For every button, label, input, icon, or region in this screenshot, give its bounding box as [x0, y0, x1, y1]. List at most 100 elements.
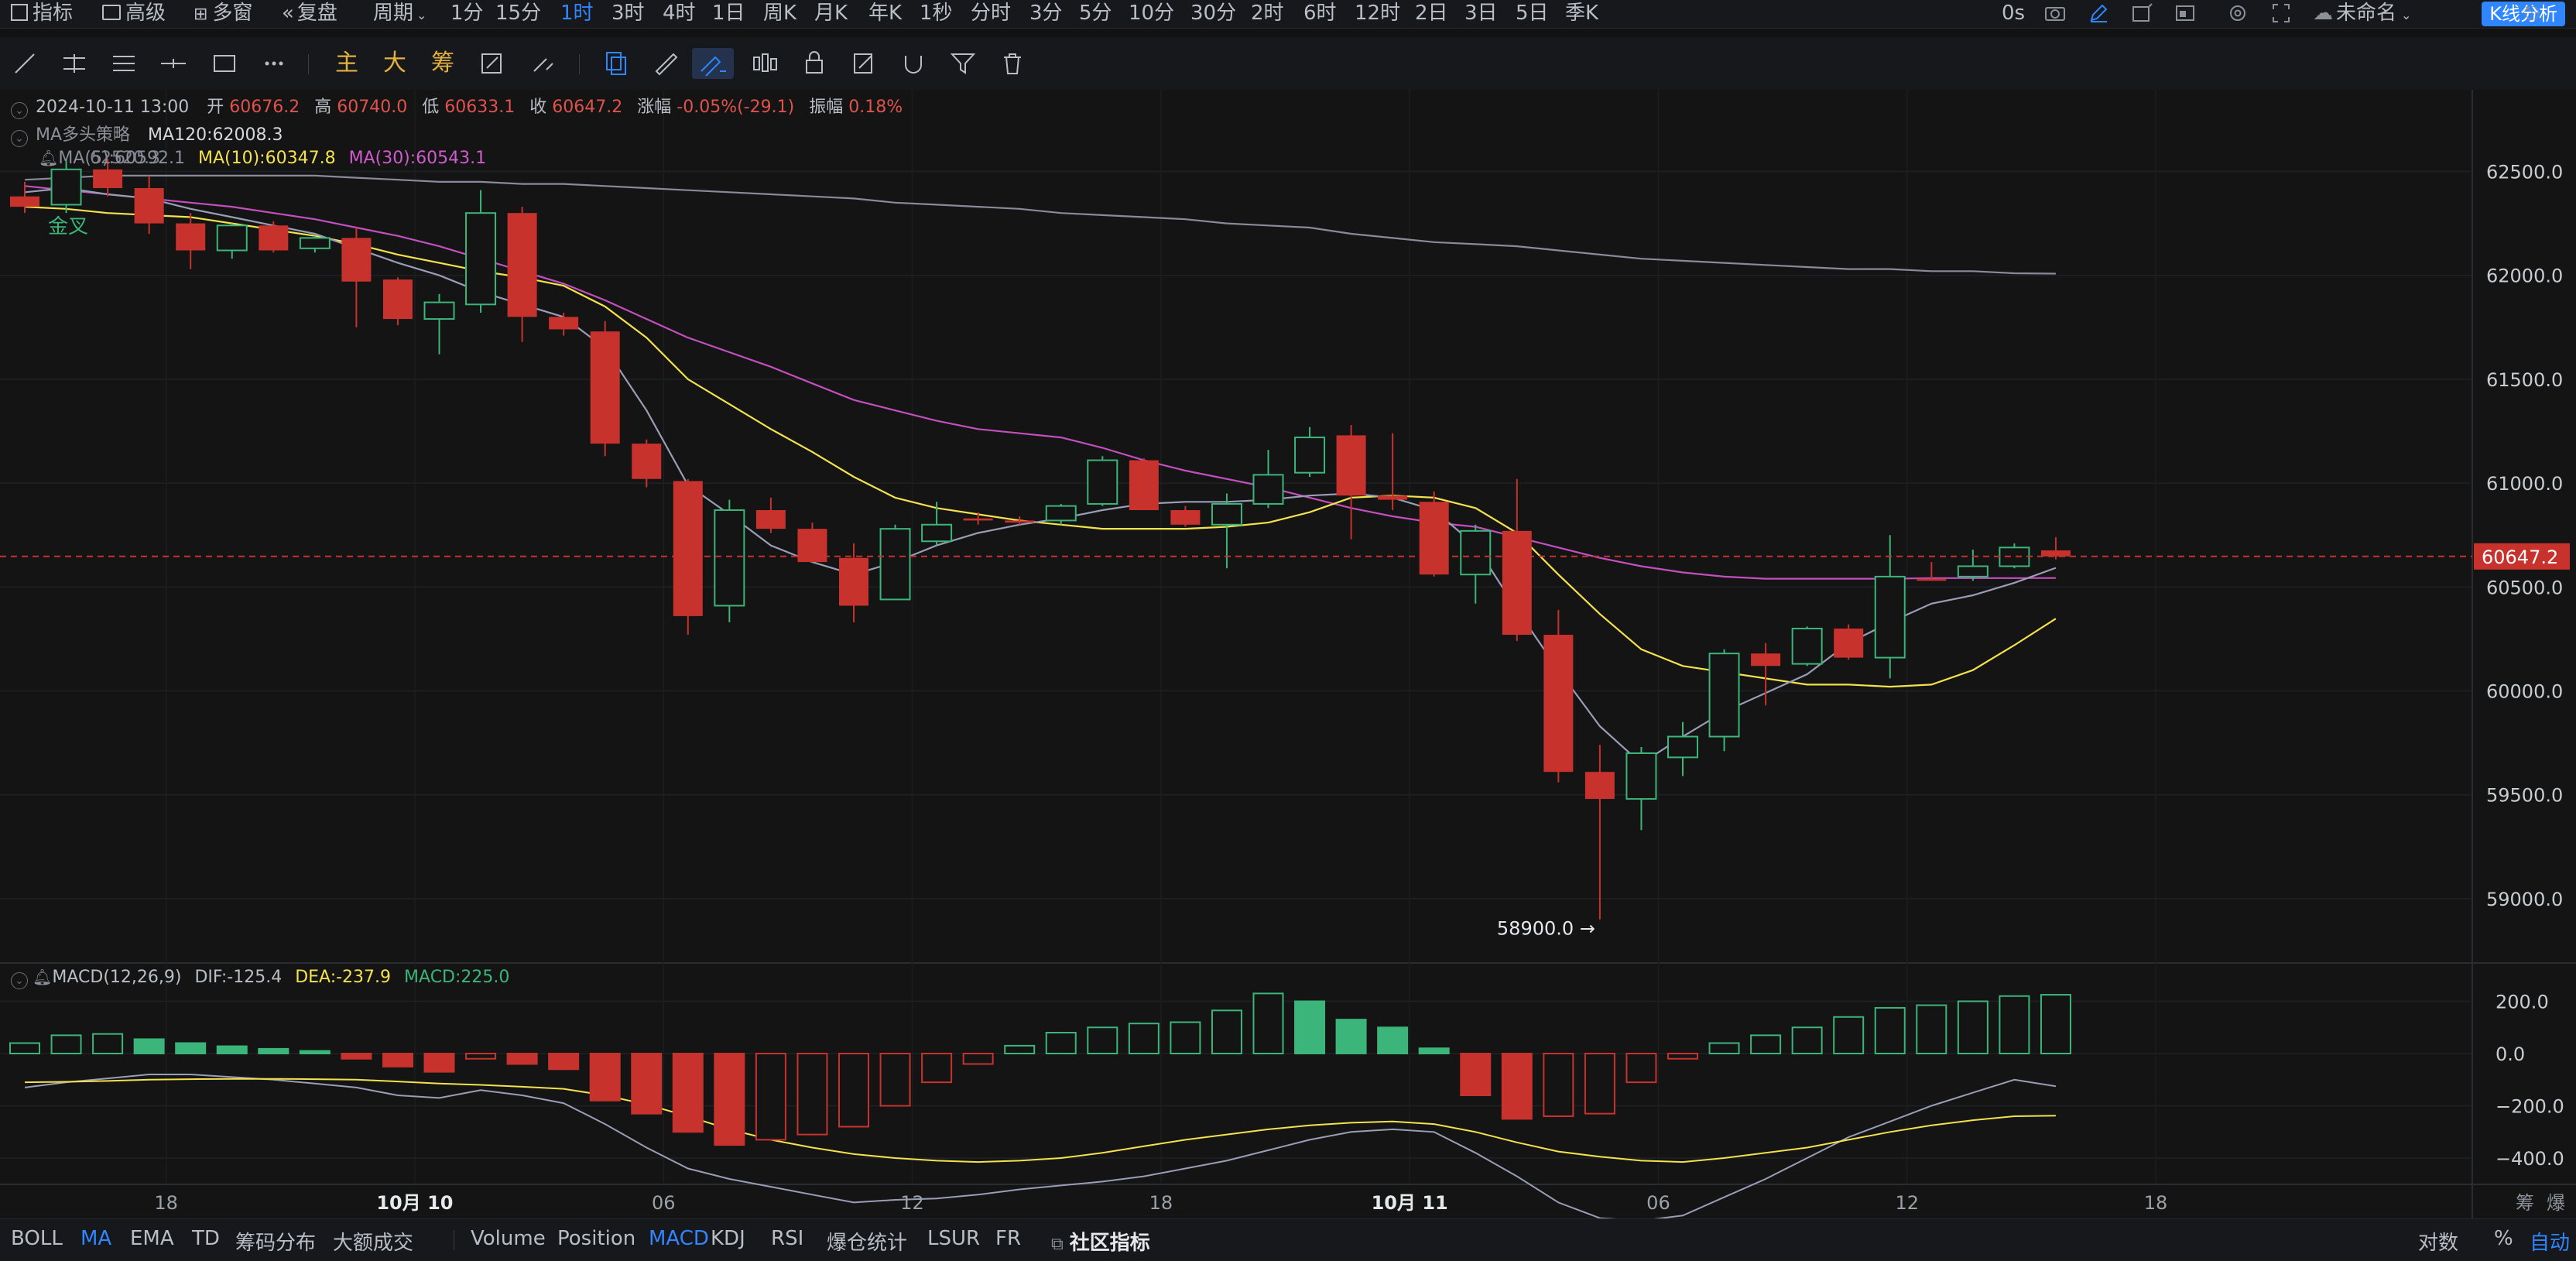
sub-indicator-0[interactable]: Volume [471, 1227, 546, 1250]
trend-line-icon[interactable] [9, 48, 40, 79]
main-indicator-5[interactable]: 大额成交 [333, 1232, 414, 1255]
interval-7[interactable]: 月K [814, 2, 848, 25]
macd-bar [216, 1045, 248, 1055]
rectangle-icon[interactable] [209, 48, 240, 79]
kline-analysis-button[interactable]: K线分析 [2482, 2, 2565, 26]
candle-body [921, 523, 953, 543]
external-link-icon: ⧉ [1051, 1235, 1064, 1254]
price-tick-label: 62000.0 [2486, 266, 2563, 287]
interval-9[interactable]: 1秒 [920, 2, 953, 25]
sub-indicator-2[interactable]: MACD [649, 1227, 709, 1250]
sub-indicator-7[interactable]: FR [995, 1227, 1022, 1250]
macd-bar [1833, 1016, 1865, 1054]
ma10-value: MA(10):60347.8 [197, 149, 336, 168]
candlestick-chart[interactable]: 62500.0 62000.0 61500.0 61000.0 60500.0 60000… [0, 90, 2576, 1218]
sub-indicator-4[interactable]: RSI [771, 1227, 804, 1250]
interval-1[interactable]: 15分 [495, 2, 542, 25]
copy-layers-icon[interactable] [601, 48, 632, 79]
note-icon[interactable] [848, 48, 879, 79]
share-icon[interactable]: ⎋ [2525, 2, 2540, 24]
more-icon[interactable] [259, 48, 289, 79]
candle-body [465, 212, 497, 306]
advanced-menu[interactable]: 高级 [102, 0, 166, 28]
main-indicator-0[interactable]: BOLL [11, 1227, 63, 1250]
scale-option-0[interactable]: 对数 [2418, 1232, 2459, 1255]
explode-corner-label[interactable]: 爆 [2547, 1192, 2565, 1214]
main-indicator-toggle[interactable]: 主 [335, 50, 358, 77]
edit-pen-icon[interactable] [2087, 0, 2110, 28]
magic-line-icon[interactable] [528, 48, 559, 79]
replay-menu[interactable]: «复盘 [282, 0, 337, 28]
lock-icon[interactable] [799, 48, 830, 79]
gear-icon[interactable] [2226, 0, 2249, 28]
interval-13[interactable]: 10分 [1129, 2, 1175, 25]
sub-indicator-1[interactable]: Position [557, 1227, 636, 1250]
interval-18[interactable]: 2日 [1415, 2, 1448, 25]
candle-body [176, 223, 206, 251]
template-icon[interactable] [2174, 0, 2197, 28]
scale-option-2[interactable]: 自动 [2530, 1232, 2571, 1255]
auto-draw-icon[interactable] [477, 48, 508, 79]
horizontal-line-icon[interactable] [158, 48, 189, 79]
interval-6[interactable]: 周K [763, 2, 797, 25]
interval-3[interactable]: 3时 [611, 2, 645, 25]
channel-icon[interactable] [108, 48, 139, 79]
candle-body [1045, 505, 1077, 522]
magnet-icon[interactable] [898, 48, 929, 79]
interval-17[interactable]: 12时 [1355, 2, 1401, 25]
trash-icon[interactable] [997, 48, 1028, 79]
parallel-lines-icon[interactable] [59, 48, 90, 79]
candle-body [1751, 653, 1781, 666]
macd-bar [1294, 1000, 1326, 1054]
interval-15[interactable]: 2时 [1251, 2, 1284, 25]
big-order-toggle[interactable]: 大 [383, 50, 406, 77]
fullscreen-icon[interactable] [2269, 0, 2293, 28]
interval-16[interactable]: 6时 [1303, 2, 1337, 25]
interval-10[interactable]: 分时 [971, 2, 1012, 25]
main-indicator-2[interactable]: EMA [130, 1227, 174, 1250]
main-indicator-4[interactable]: 筹码分布 [235, 1232, 317, 1255]
interval-4[interactable]: 4时 [663, 2, 696, 25]
legend-close: 60647.2 [552, 98, 623, 117]
chart-settings-icon[interactable] [2130, 0, 2153, 28]
candle-body [259, 225, 289, 251]
cloud-icon: ☁ [2313, 2, 2333, 25]
community-indicators[interactable]: ⧉ 社区指标 [1051, 1227, 1150, 1256]
period-menu[interactable]: 周期 ⌄ [373, 0, 426, 28]
interval-11[interactable]: 3分 [1029, 2, 1063, 25]
camera-icon[interactable] [2043, 0, 2067, 28]
interval-2[interactable]: 1时 [560, 2, 594, 25]
cloud-layout[interactable]: ☁ 未命名 ⌄ [2313, 0, 2411, 28]
chevron-down-icon: ⌄ [416, 8, 427, 22]
collapse-icon[interactable]: ⌄ [11, 972, 28, 989]
multiwindow-menu[interactable]: ⊞ 多窗 [194, 0, 252, 28]
interval-12[interactable]: 5分 [1079, 2, 1112, 25]
brush-icon[interactable] [692, 48, 734, 79]
interval-21[interactable]: 季K [1565, 2, 1599, 25]
sub-indicator-6[interactable]: LSUR [927, 1227, 981, 1250]
collapse-icon[interactable]: ⌄ [11, 130, 28, 147]
interval-0[interactable]: 1分 [450, 2, 484, 25]
bell-icon[interactable]: 🔔︎ [39, 149, 59, 167]
bell-icon[interactable]: 🔔︎ [33, 968, 53, 986]
candle-body [1667, 735, 1698, 759]
interval-8[interactable]: 年K [868, 2, 903, 25]
scale-option-1[interactable]: % [2494, 1227, 2513, 1250]
indicators-menu[interactable]: 指标 [11, 0, 73, 28]
interval-5[interactable]: 1日 [712, 2, 745, 25]
main-indicator-3[interactable]: TD [192, 1227, 220, 1250]
collapse-icon[interactable]: ⌄ [11, 102, 28, 119]
interval-14[interactable]: 30分 [1190, 2, 1237, 25]
sub-indicator-5[interactable]: 爆仓统计 [827, 1232, 908, 1255]
interval-20[interactable]: 5日 [1516, 2, 1549, 25]
ruler-icon[interactable] [650, 48, 681, 79]
candles-icon[interactable] [749, 48, 780, 79]
chart-area[interactable]: 62500.0 62000.0 61500.0 61000.0 60500.0 60000… [0, 90, 2576, 1218]
chips-corner-label[interactable]: 筹 [2516, 1192, 2534, 1214]
filter-icon[interactable] [947, 48, 978, 79]
main-indicator-1[interactable]: MA [80, 1227, 112, 1250]
interval-19[interactable]: 3日 [1464, 2, 1498, 25]
chips-toggle[interactable]: 筹 [431, 50, 454, 77]
candle-body [1874, 575, 1906, 659]
sub-indicator-3[interactable]: KDJ [711, 1227, 745, 1250]
